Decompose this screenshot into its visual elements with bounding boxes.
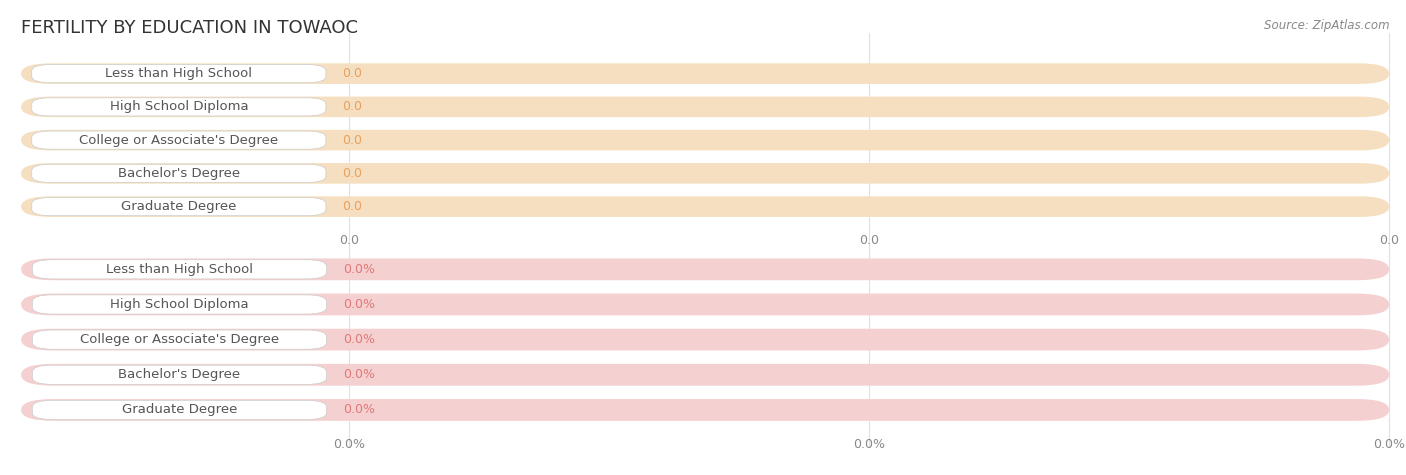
Text: High School Diploma: High School Diploma [110, 100, 247, 114]
FancyBboxPatch shape [21, 196, 1389, 217]
Text: 0.0: 0.0 [859, 234, 879, 247]
Text: 0.0: 0.0 [339, 234, 360, 247]
FancyBboxPatch shape [32, 260, 326, 279]
Text: Bachelor's Degree: Bachelor's Degree [118, 167, 240, 180]
Text: 0.0%: 0.0% [333, 438, 366, 451]
Text: 0.0: 0.0 [1379, 234, 1399, 247]
Text: 0.0: 0.0 [342, 67, 363, 80]
Text: High School Diploma: High School Diploma [110, 298, 249, 311]
FancyBboxPatch shape [32, 330, 326, 349]
Text: 0.0: 0.0 [342, 167, 363, 180]
Text: Less than High School: Less than High School [105, 67, 252, 80]
Text: Bachelor's Degree: Bachelor's Degree [118, 368, 240, 381]
FancyBboxPatch shape [32, 198, 326, 216]
Text: 0.0%: 0.0% [853, 438, 886, 451]
FancyBboxPatch shape [21, 329, 1389, 351]
Text: 0.0: 0.0 [342, 100, 363, 114]
Text: Graduate Degree: Graduate Degree [122, 403, 238, 417]
FancyBboxPatch shape [32, 164, 326, 182]
FancyBboxPatch shape [32, 400, 326, 419]
FancyBboxPatch shape [21, 364, 1389, 386]
Text: 0.0: 0.0 [342, 133, 363, 147]
Text: Less than High School: Less than High School [105, 263, 253, 276]
Text: 0.0%: 0.0% [343, 263, 375, 276]
FancyBboxPatch shape [21, 130, 1389, 151]
FancyBboxPatch shape [21, 163, 1389, 184]
FancyBboxPatch shape [32, 98, 326, 116]
Text: 0.0%: 0.0% [343, 403, 375, 417]
Text: 0.0%: 0.0% [1374, 438, 1405, 451]
FancyBboxPatch shape [21, 63, 1389, 84]
Text: 0.0%: 0.0% [343, 368, 375, 381]
FancyBboxPatch shape [21, 96, 1389, 117]
Text: FERTILITY BY EDUCATION IN TOWAOC: FERTILITY BY EDUCATION IN TOWAOC [21, 19, 359, 37]
FancyBboxPatch shape [21, 294, 1389, 315]
FancyBboxPatch shape [32, 65, 326, 83]
Text: 0.0: 0.0 [342, 200, 363, 213]
FancyBboxPatch shape [32, 295, 326, 314]
Text: Graduate Degree: Graduate Degree [121, 200, 236, 213]
Text: College or Associate's Degree: College or Associate's Degree [79, 133, 278, 147]
FancyBboxPatch shape [32, 365, 326, 384]
Text: 0.0%: 0.0% [343, 333, 375, 346]
FancyBboxPatch shape [21, 399, 1389, 421]
Text: College or Associate's Degree: College or Associate's Degree [80, 333, 278, 346]
FancyBboxPatch shape [21, 258, 1389, 280]
FancyBboxPatch shape [32, 131, 326, 149]
Text: 0.0%: 0.0% [343, 298, 375, 311]
Text: Source: ZipAtlas.com: Source: ZipAtlas.com [1264, 19, 1389, 32]
